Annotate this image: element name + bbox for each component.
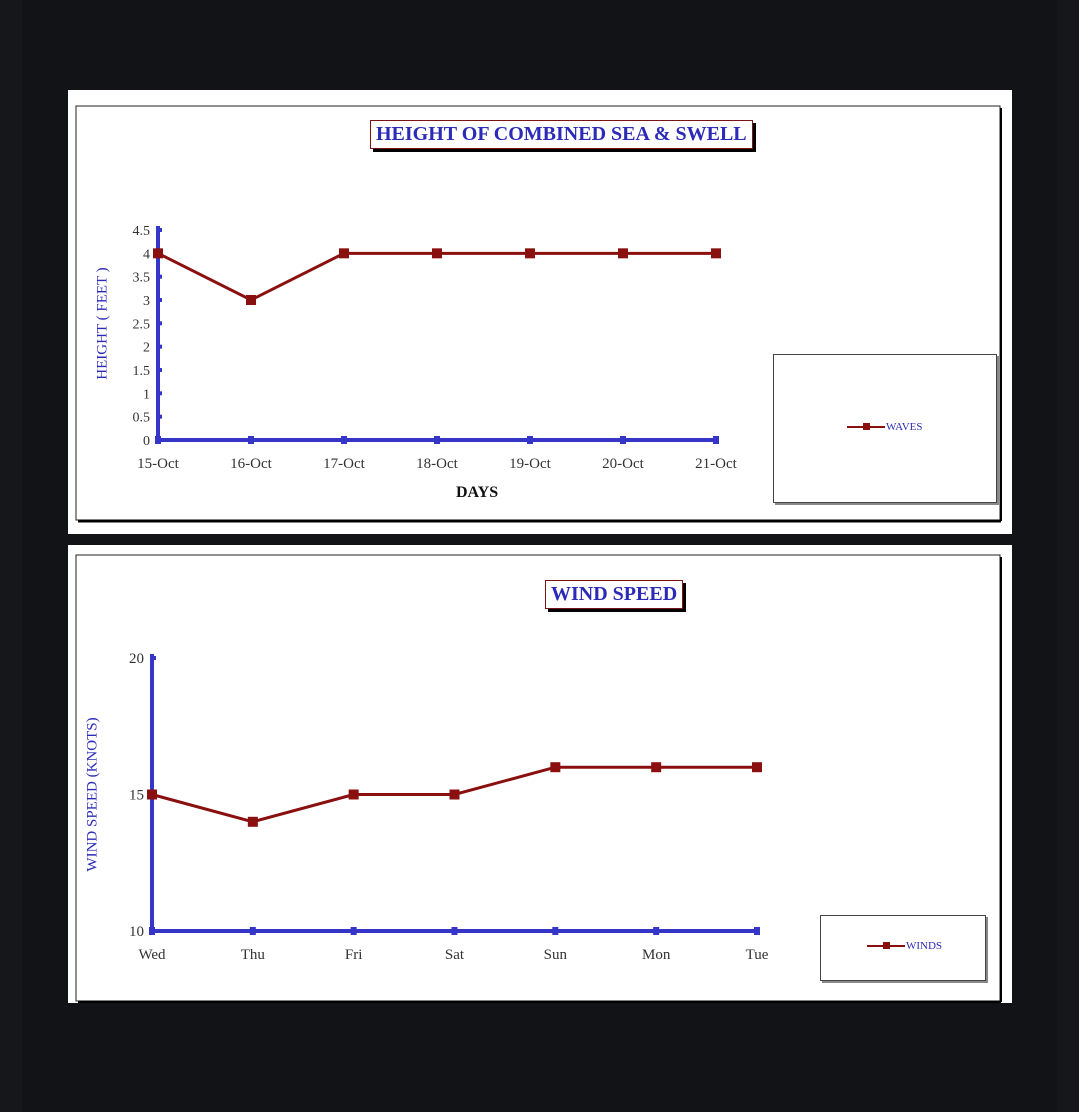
x-tick [434,436,440,444]
legend: WAVES [773,354,997,503]
legend-entry: WAVES [847,421,922,433]
x-tick-label: 16-Oct [230,456,272,472]
x-tick-label: Tue [746,947,769,963]
y-tick-label: 1 [143,387,150,402]
series-line [157,251,716,302]
x-tick [248,436,254,444]
data-point [153,248,163,259]
chart-title: WIND SPEED [545,580,684,609]
y-tick-label: 15 [129,788,144,804]
x-tick [552,927,559,935]
legend: WINDS [820,915,986,981]
x-tick [620,436,626,444]
data-point [752,762,762,773]
x-tick-label: Sat [445,947,465,963]
x-tick-label: Thu [241,947,266,963]
data-point [550,762,561,773]
legend-label: WINDS [906,940,943,952]
y-axis-label: HEIGHT ( FEET ) [94,267,111,380]
wave-height-plot: 0 0.5 1 1.5 2 2.5 3 3.5 4 4.5 15-Oct 16-Oct 17-Oct 18… [75,105,1002,523]
y-tick-label: 10 [129,924,144,940]
x-tick-label: 18-Oct [416,456,458,472]
x-tick-label: Wed [138,947,166,963]
x-tick-label: 20-Oct [602,456,644,472]
y-tick-label: 20 [129,651,144,667]
y-tick-label: 2.5 [133,317,151,332]
x-tick [149,927,155,935]
wind-speed-chart-panel: 10 15 20 Wed Thu Fri Sat Sun Mon Tue WIND SPEED W… [68,545,1012,1003]
x-tick [754,927,760,935]
wind-speed-plot: 10 15 20 Wed Thu Fri Sat Sun Mon Tue [75,554,1002,1003]
data-point [525,248,535,259]
x-tick-label: Sun [544,947,568,963]
y-tick-label: 1.5 [133,364,151,379]
data-point [651,762,662,773]
legend-entry: WINDS [867,940,942,952]
x-tick [713,436,719,444]
x-tick-label: 17-Oct [323,456,365,472]
x-tick [350,927,357,935]
y-tick-label: 0.5 [133,411,151,426]
x-tick-label: 21-Oct [695,456,737,472]
x-tick [527,436,533,444]
data-point [147,789,157,800]
data-point [348,789,359,800]
x-tick-label: 19-Oct [509,456,551,472]
legend-marker-icon [847,423,885,430]
data-point [618,248,628,259]
x-tick-label: 15-Oct [137,456,179,472]
x-axis-label: DAYS [456,484,499,501]
x-tick-label: Fri [345,947,363,963]
x-tick [155,436,161,444]
x-tick [249,927,256,935]
y-tick-label: 2 [143,341,150,356]
y-tick-label: 3 [143,294,150,309]
y-tick-label: 3.5 [133,271,151,286]
data-point [449,789,460,800]
data-point [339,248,349,259]
x-tick [451,927,458,935]
y-tick-label: 4.5 [133,224,151,239]
x-tick [653,927,660,935]
y-tick-label: 4 [143,247,150,262]
data-point [247,816,258,827]
chart-title: HEIGHT OF COMBINED SEA & SWELL [370,120,753,149]
legend-label: WAVES [886,421,923,433]
wave-height-chart-panel: 0 0.5 1 1.5 2 2.5 3 3.5 4 4.5 15-Oct 16-Oct 17-Oct 18… [68,90,1012,534]
x-tick-label: Mon [642,947,671,963]
y-axis-label: WIND SPEED (KNOTS) [84,717,101,872]
x-tick [341,436,347,444]
y-tick-label: 0 [143,434,150,449]
legend-marker-icon [867,942,905,949]
data-point [246,295,256,305]
data-point [711,248,721,259]
data-point [432,248,442,259]
